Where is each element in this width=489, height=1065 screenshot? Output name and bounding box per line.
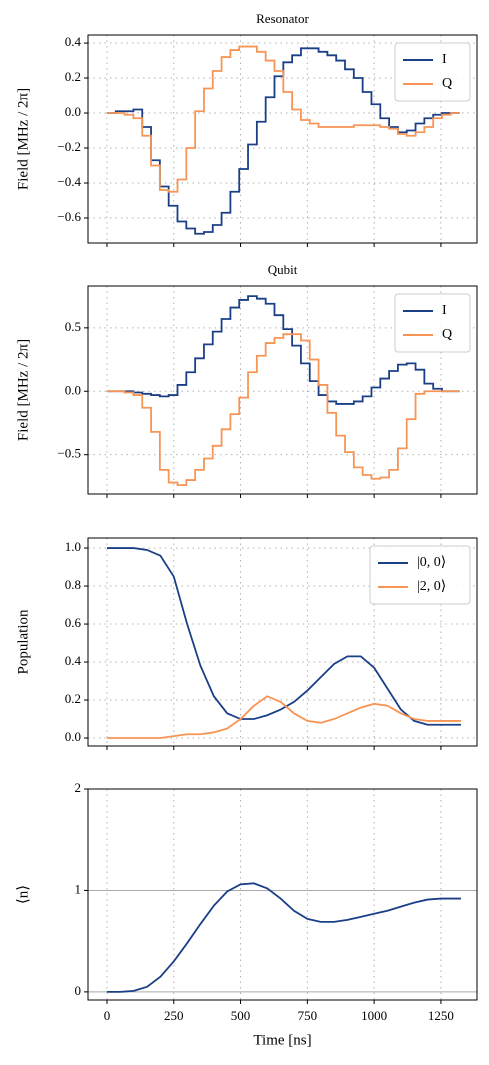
x-tick-label: 1000 xyxy=(361,1008,387,1023)
x-tick-label: 0 xyxy=(104,1008,111,1023)
legend-label: Q xyxy=(442,76,452,91)
y-axis-label: Field [MHz / 2π] xyxy=(15,88,31,190)
legend-label: I xyxy=(442,52,447,67)
legend: |0, 0⟩ |2, 0⟩ xyxy=(369,545,471,605)
y-tick-label: 1.0 xyxy=(65,539,81,554)
data-line xyxy=(106,333,460,487)
y-tick-label: 1 xyxy=(75,881,82,896)
legend: IQ xyxy=(394,293,471,353)
chart-title: Resonator xyxy=(256,11,309,26)
data-line xyxy=(106,295,460,405)
legend-box xyxy=(394,293,471,353)
data-line xyxy=(106,882,461,993)
y-tick-label: 0.4 xyxy=(65,653,82,668)
y-tick-label: 0.6 xyxy=(65,615,82,630)
y-tick-label: 0.5 xyxy=(65,319,81,334)
y-tick-label: 2 xyxy=(75,780,82,795)
x-tick-label: 1250 xyxy=(428,1008,454,1023)
y-tick-label: 0.8 xyxy=(65,577,81,592)
axes-frame xyxy=(87,788,478,1001)
y-tick-label: 0 xyxy=(75,983,82,998)
legend-box xyxy=(369,545,471,605)
chart-title: Qubit xyxy=(268,262,298,277)
y-tick-label: 0.2 xyxy=(65,691,81,706)
legend-label: Q xyxy=(442,327,452,342)
y-tick-label: −0.6 xyxy=(57,209,81,224)
data-line xyxy=(106,45,460,193)
y-tick-label: 0.0 xyxy=(65,729,81,744)
x-tick-label: 250 xyxy=(164,1008,184,1023)
axes-frame xyxy=(87,285,478,495)
y-tick-label: 0.0 xyxy=(65,382,81,397)
x-tick-label: 750 xyxy=(298,1008,318,1023)
data-line xyxy=(106,695,461,739)
axes-frame xyxy=(87,34,478,244)
legend-label: I xyxy=(442,303,447,318)
y-axis-label: ⟨n⟩ xyxy=(15,885,31,904)
y-tick-label: −0.5 xyxy=(57,446,81,461)
x-tick-label: 500 xyxy=(231,1008,251,1023)
axes-frame xyxy=(87,537,478,747)
legend-label: |2, 0⟩ xyxy=(417,579,446,594)
legend-label: |0, 0⟩ xyxy=(417,555,446,570)
x-axis-label: Time [ns] xyxy=(253,1032,311,1048)
legend: IQ xyxy=(394,42,471,102)
y-tick-label: 0.4 xyxy=(65,34,82,49)
y-tick-label: −0.4 xyxy=(57,174,81,189)
legend-box xyxy=(394,42,471,102)
y-axis-label: Population xyxy=(15,609,31,675)
y-tick-label: −0.2 xyxy=(57,139,81,154)
y-axis-label: Field [MHz / 2π] xyxy=(15,339,31,441)
y-tick-label: 0.2 xyxy=(65,69,81,84)
y-tick-label: 0.0 xyxy=(65,104,81,119)
